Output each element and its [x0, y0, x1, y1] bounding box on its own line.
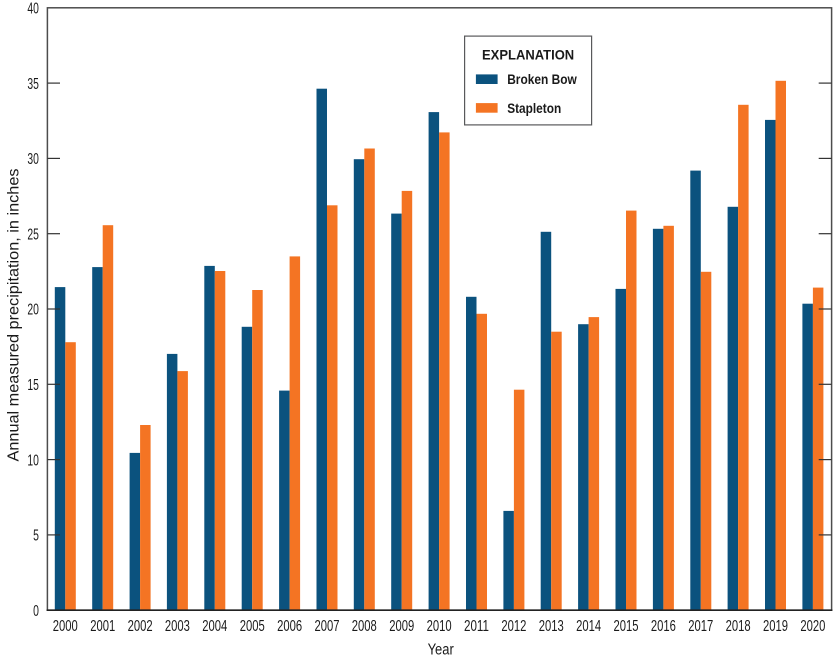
svg-text:2014: 2014	[576, 618, 601, 635]
svg-text:2002: 2002	[128, 618, 153, 635]
svg-text:Year: Year	[428, 642, 454, 658]
svg-text:30: 30	[27, 151, 39, 168]
svg-text:EXPLANATION: EXPLANATION	[482, 47, 574, 63]
svg-text:Broken Bow: Broken Bow	[507, 71, 577, 87]
svg-text:2010: 2010	[427, 618, 452, 635]
svg-text:2012: 2012	[501, 618, 526, 635]
svg-text:Annual measured precipitation,: Annual measured precipitation, in inches	[6, 168, 23, 461]
svg-text:2008: 2008	[352, 618, 377, 635]
svg-text:2018: 2018	[726, 618, 751, 635]
svg-text:5: 5	[33, 528, 39, 545]
svg-text:2015: 2015	[614, 618, 639, 635]
svg-text:10: 10	[27, 452, 39, 469]
svg-text:25: 25	[27, 226, 39, 243]
svg-text:2001: 2001	[90, 618, 115, 635]
svg-text:2003: 2003	[165, 618, 190, 635]
svg-text:40: 40	[27, 1, 39, 18]
svg-text:2009: 2009	[389, 618, 414, 635]
svg-text:2013: 2013	[539, 618, 564, 635]
svg-text:2011: 2011	[464, 618, 489, 635]
svg-text:0: 0	[33, 603, 39, 620]
svg-text:2020: 2020	[800, 618, 825, 635]
svg-text:2000: 2000	[53, 618, 78, 635]
svg-text:2017: 2017	[688, 618, 713, 635]
svg-text:2006: 2006	[277, 618, 302, 635]
svg-text:35: 35	[27, 76, 39, 93]
svg-text:2005: 2005	[240, 618, 265, 635]
svg-text:2004: 2004	[202, 618, 227, 635]
svg-text:20: 20	[27, 302, 39, 319]
svg-text:2019: 2019	[763, 618, 788, 635]
svg-text:2016: 2016	[651, 618, 676, 635]
svg-text:Stapleton: Stapleton	[507, 100, 561, 116]
svg-text:15: 15	[27, 377, 39, 394]
svg-text:2007: 2007	[315, 618, 340, 635]
